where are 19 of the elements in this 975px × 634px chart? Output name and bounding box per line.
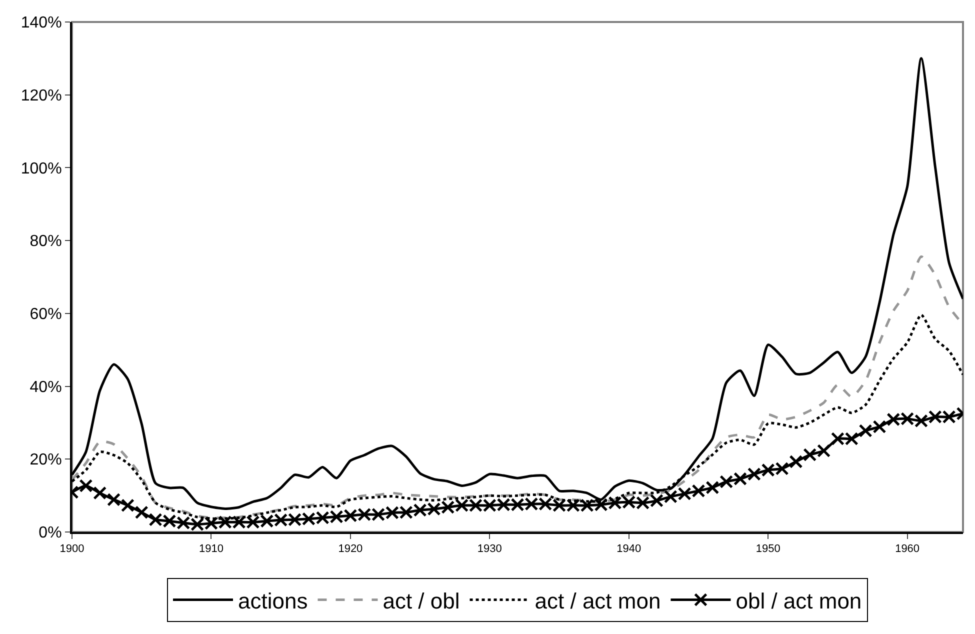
y-tick-label: 60% <box>30 306 62 324</box>
legend-label: actions <box>238 588 308 614</box>
x-tick-label: 1950 <box>756 543 780 556</box>
y-tick-label: 100% <box>20 160 62 178</box>
x-tick-label: 1930 <box>477 543 502 556</box>
legend-label: act / obl <box>382 588 460 614</box>
legend-label: act / act mon <box>534 588 661 614</box>
x-tick-label: 1940 <box>616 543 642 556</box>
x-tick-label: 1910 <box>198 543 224 556</box>
legend-label: obl / act mon <box>736 588 862 614</box>
x-tick-label: 1900 <box>60 543 84 556</box>
y-tick-label: 120% <box>20 87 62 104</box>
y-tick-label: 20% <box>30 452 62 469</box>
y-tick-label: 0% <box>38 524 62 542</box>
y-tick-label: 140% <box>20 14 62 32</box>
y-tick-label: 80% <box>30 233 62 250</box>
x-tick-label: 1920 <box>338 543 363 556</box>
x-tick-label: 1960 <box>895 543 920 556</box>
y-tick-label: 40% <box>30 378 62 396</box>
